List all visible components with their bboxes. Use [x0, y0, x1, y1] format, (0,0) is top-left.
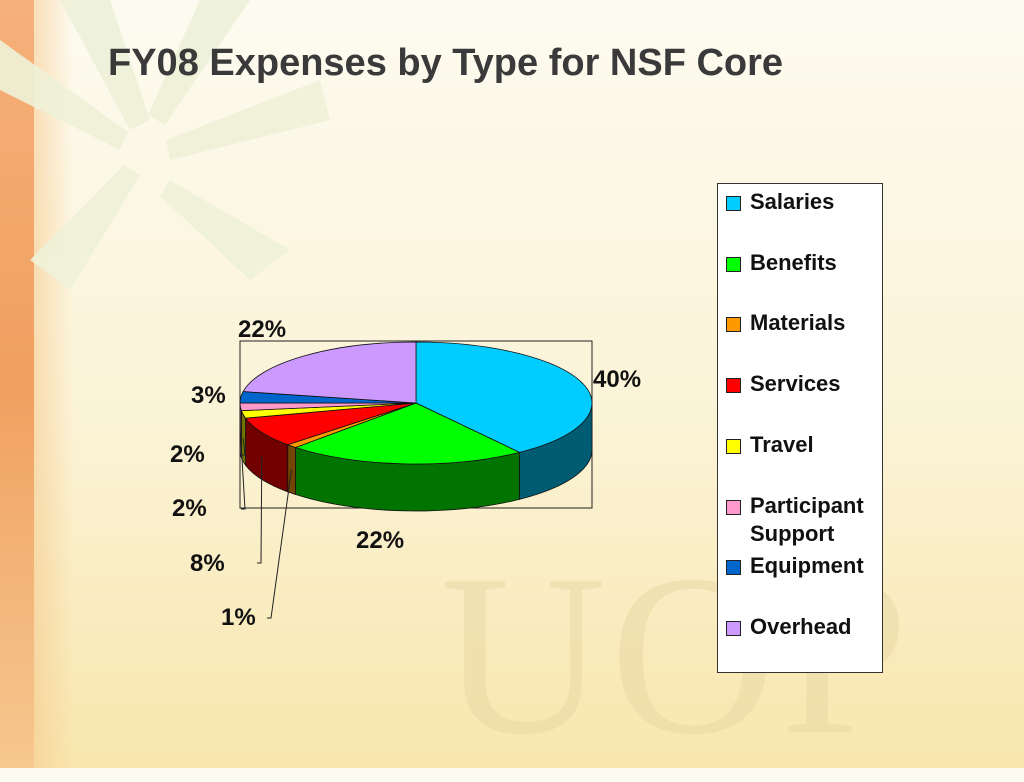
legend-swatch: [726, 257, 741, 272]
legend-item-benefits: Benefits: [726, 249, 880, 277]
data-label-overhead: 22%: [238, 316, 287, 343]
legend-swatch: [726, 439, 741, 454]
legend-label: Services: [750, 371, 841, 396]
pie-slice-benefits: [294, 402, 521, 465]
page-title: FY08 Expenses by Type for NSF Core: [108, 42, 784, 84]
legend-label: Overhead: [750, 614, 852, 639]
legend-swatch: [726, 560, 741, 575]
legend-item-travel: Travel: [726, 431, 880, 459]
legend-swatch: [726, 196, 741, 211]
slide-left-glow: [34, 0, 74, 768]
data-label-materials: 1%: [221, 604, 256, 631]
legend-item-equipment: Equipment: [726, 552, 880, 580]
legend-item-overhead: Overhead: [726, 613, 880, 641]
data-label-services: 8%: [190, 550, 225, 577]
leader-line-participant-support: [239, 430, 246, 510]
leader-line-services: [257, 455, 263, 564]
leader-line-travel: [241, 437, 246, 456]
legend-label: Benefits: [750, 250, 837, 275]
legend-item-materials: Materials: [726, 309, 880, 337]
legend-item-services: Services: [726, 370, 880, 398]
pie-slice-overhead: [242, 341, 417, 404]
data-label-participant-support: 2%: [172, 495, 207, 522]
legend-label: Travel: [750, 432, 814, 457]
chart-legend: Salaries Benefits Materials Services Travel P…: [717, 183, 883, 673]
legend-label: Salaries: [750, 189, 835, 214]
legend-label: Participant Support: [750, 493, 864, 546]
data-label-salaries: 40%: [593, 366, 642, 393]
legend-swatch: [726, 621, 741, 636]
pie-slice-services: [244, 402, 417, 446]
legend-swatch: [726, 500, 741, 515]
slide-left-band: [0, 0, 34, 768]
legend-swatch: [726, 378, 741, 393]
leader-line-materials: [267, 469, 292, 619]
data-label-travel: 2%: [170, 441, 205, 468]
pie-slice-salaries: [415, 341, 593, 453]
legend-item-salaries: Salaries: [726, 188, 880, 216]
sunburst-decoration: [0, 0, 330, 290]
legend-label: Equipment: [750, 553, 864, 578]
data-label-benefits: 22%: [356, 527, 405, 554]
legend-swatch: [726, 317, 741, 332]
data-label-equipment: 3%: [191, 382, 226, 409]
legend-item-participant-support: Participant Support: [726, 492, 880, 548]
legend-label: Materials: [750, 310, 846, 335]
